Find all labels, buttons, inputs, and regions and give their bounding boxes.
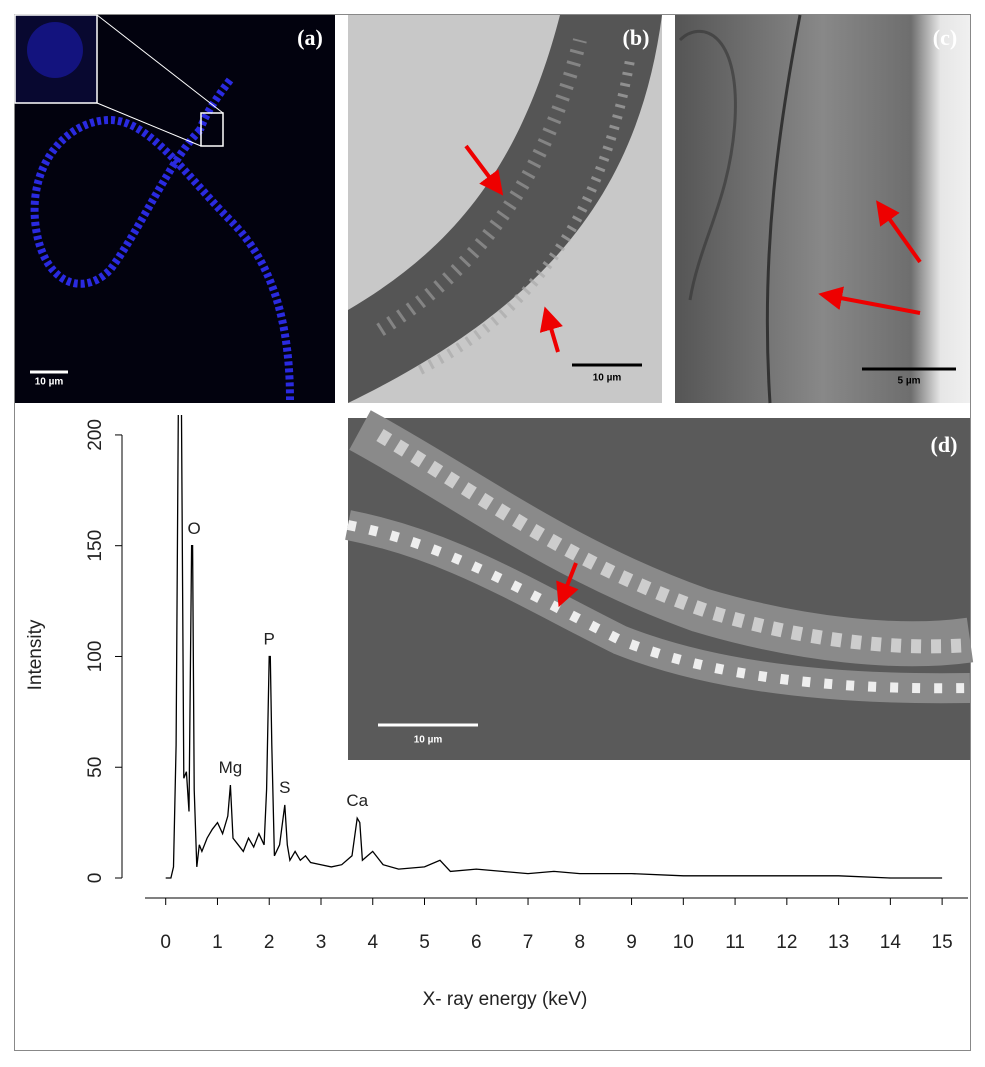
x-axis-title: X- ray energy (keV) — [423, 989, 588, 1010]
peak-label: Mg — [219, 758, 243, 777]
panel-d: 10 µm (d) — [345, 410, 974, 760]
x-tick-label: 0 — [160, 932, 171, 953]
spectrum: 0 1 2 3 4 5 6 7 8 9 10 11 12 13 14 15050100150200OMgPSC… — [85, 415, 968, 953]
panel-a: 10 µm (a) — [14, 14, 335, 403]
x-tick-label: 14 — [880, 932, 902, 953]
x-tick-label: 9 — [626, 932, 637, 953]
y-tick-label: 0 — [85, 873, 106, 884]
peak-label: O — [188, 519, 201, 538]
peak-label: P — [264, 630, 275, 649]
panel-label: (a) — [297, 25, 323, 50]
x-tick-label: 7 — [523, 932, 534, 953]
x-tick-label: 1 — [212, 932, 223, 953]
x-tick-label: 10 — [673, 932, 694, 953]
x-tick-label: 4 — [367, 932, 378, 953]
x-tick-label: 3 — [316, 932, 327, 953]
y-axis-title: Intensity — [25, 619, 46, 690]
scale-bar-label: 10 µm — [414, 735, 443, 746]
x-tick-label: 15 — [932, 932, 953, 953]
scale-bar-label: 10 µm — [35, 377, 64, 388]
panel-b: 10 µm (b) — [348, 15, 662, 403]
x-tick-label: 12 — [776, 932, 797, 953]
x-tick-label: 2 — [264, 932, 275, 953]
x-tick-label: 8 — [575, 932, 586, 953]
frame — [14, 14, 971, 1051]
spectrum-line — [165, 415, 943, 879]
peak-label: Ca — [346, 791, 368, 810]
panel-label: (b) — [623, 25, 650, 50]
panel-label: (d) — [931, 432, 958, 457]
x-tick-label: 5 — [419, 932, 430, 953]
y-tick-label: 100 — [85, 641, 106, 673]
y-tick-label: 50 — [85, 757, 106, 778]
scale-bar-label: 10 µm — [593, 373, 622, 384]
x-tick-label: 11 — [725, 932, 745, 953]
panel-c: 5 µm (c) — [675, 14, 970, 404]
x-tick-label: 13 — [828, 932, 849, 953]
y-tick-label: 150 — [85, 530, 106, 562]
x-tick-label: 6 — [471, 932, 482, 953]
scale-bar-label: 5 µm — [898, 376, 921, 387]
y-tick-label: 200 — [85, 419, 106, 451]
panel-label: (c) — [933, 25, 957, 50]
peak-label: S — [279, 778, 290, 797]
